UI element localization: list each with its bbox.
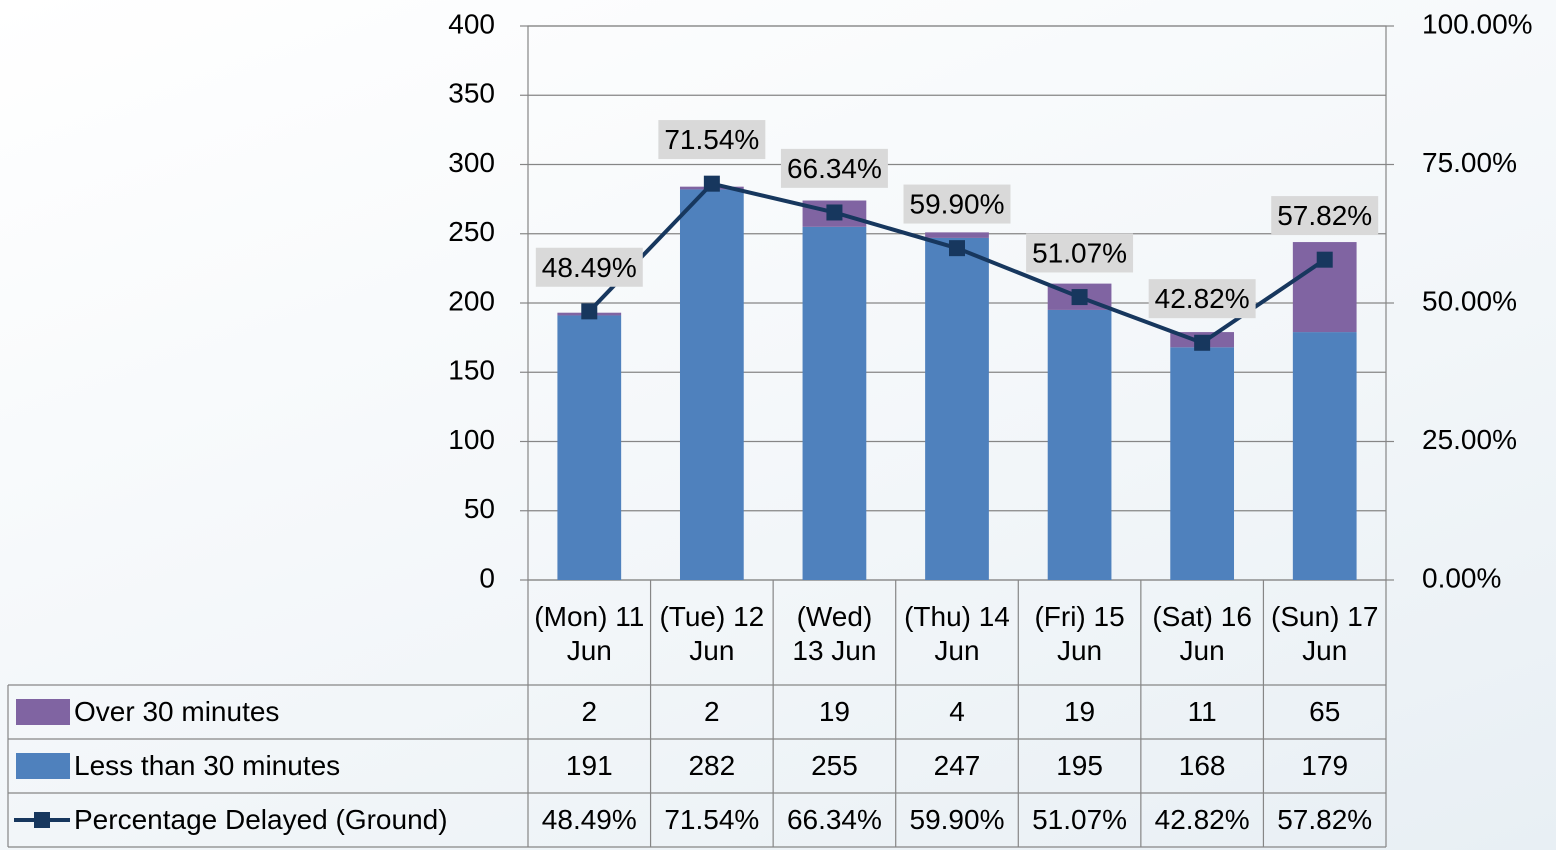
y-tick-label: 100 <box>448 424 495 455</box>
category-label: (Fri) 15 Jun <box>1034 601 1125 666</box>
y-tick-label: 400 <box>448 8 495 39</box>
y-tick-label: 50 <box>464 493 495 524</box>
category-label: (Thu) 14 Jun <box>904 601 1010 666</box>
table-value: 2 <box>581 696 598 727</box>
table-value: 57.82% <box>1277 804 1373 835</box>
bar-segment <box>1292 332 1357 580</box>
marker <box>581 303 598 320</box>
legend-key <box>34 812 50 828</box>
y-tick-label: 0 <box>479 562 495 593</box>
y2-tick-label: 50.00% <box>1422 285 1517 316</box>
table-value: 66.34% <box>786 804 882 835</box>
category-label: (Mon) 11 Jun <box>534 601 645 666</box>
y-tick-label: 150 <box>448 355 495 386</box>
marker <box>1316 251 1333 268</box>
data-label: 57.82% <box>1277 200 1372 231</box>
table-value: 168 <box>1178 750 1226 781</box>
table-value: 65 <box>1309 696 1341 727</box>
y2-tick-label: 75.00% <box>1422 147 1517 178</box>
bar-segment <box>557 315 622 580</box>
bar-segment <box>1170 347 1235 580</box>
legend-label: Percentage Delayed (Ground) <box>74 804 448 835</box>
data-label: 66.34% <box>787 153 882 184</box>
y-tick-label: 250 <box>448 216 495 247</box>
table-value: 191 <box>565 750 613 781</box>
data-label: 59.90% <box>910 189 1005 220</box>
marker <box>1071 289 1088 306</box>
data-label-box <box>903 184 1011 224</box>
table-value: 4 <box>949 696 965 727</box>
table-value: 2 <box>704 696 720 727</box>
table-value: 59.90% <box>909 804 1005 835</box>
legend-key <box>16 699 70 725</box>
marker <box>1194 334 1211 351</box>
data-label-box <box>780 148 888 188</box>
category-label: (Sun) 17 Jun <box>1271 601 1379 666</box>
bar-segment <box>679 189 744 580</box>
table-value: 71.54% <box>664 804 760 835</box>
table-value: 247 <box>933 750 981 781</box>
y-tick-label: 300 <box>448 147 495 178</box>
legend-key <box>16 753 70 779</box>
table-value: 11 <box>1187 696 1217 727</box>
table-value: 51.07% <box>1032 804 1128 835</box>
data-label-box <box>1271 196 1379 236</box>
y2-tick-label: 0.00% <box>1422 562 1501 593</box>
data-label-box <box>1148 279 1256 319</box>
table-value: 255 <box>811 750 858 781</box>
category-label: (Sat) 16 Jun <box>1152 601 1252 666</box>
data-label: 51.07% <box>1032 237 1127 268</box>
marker <box>703 175 720 192</box>
y2-tick-label: 100.00% <box>1422 8 1533 39</box>
table-value: 282 <box>688 750 736 781</box>
y-tick-label: 350 <box>448 78 495 109</box>
bar-segment <box>925 232 989 238</box>
bar-segment <box>802 226 867 580</box>
marker <box>949 240 965 257</box>
table-value: 42.82% <box>1154 804 1250 835</box>
marker <box>826 204 843 221</box>
data-label: 71.54% <box>664 124 759 155</box>
data-label-box <box>1026 233 1134 273</box>
category-label: (Tue) 12 Jun <box>659 601 765 666</box>
table-value: 48.49% <box>541 804 637 835</box>
bar-segment <box>1047 309 1112 580</box>
category-label: (Wed) 13 Jun <box>792 601 877 666</box>
data-label-box <box>535 247 643 287</box>
table-value: 19 <box>1063 696 1096 727</box>
data-label-box <box>658 120 766 160</box>
table-value: 19 <box>818 696 850 727</box>
data-label: 48.49% <box>542 252 637 283</box>
data-label: 42.82% <box>1155 283 1250 314</box>
y-tick-label: 200 <box>448 285 495 316</box>
table-value: 179 <box>1301 750 1349 781</box>
bar-segment <box>925 237 989 580</box>
legend-label: Less than 30 minutes <box>74 750 341 781</box>
y2-tick-label: 25.00% <box>1422 424 1517 455</box>
legend-label: Over 30 minutes <box>74 696 280 727</box>
table-value: 195 <box>1056 750 1103 781</box>
